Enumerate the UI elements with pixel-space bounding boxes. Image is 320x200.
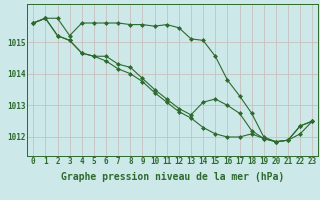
X-axis label: Graphe pression niveau de la mer (hPa): Graphe pression niveau de la mer (hPa) [61, 172, 284, 182]
